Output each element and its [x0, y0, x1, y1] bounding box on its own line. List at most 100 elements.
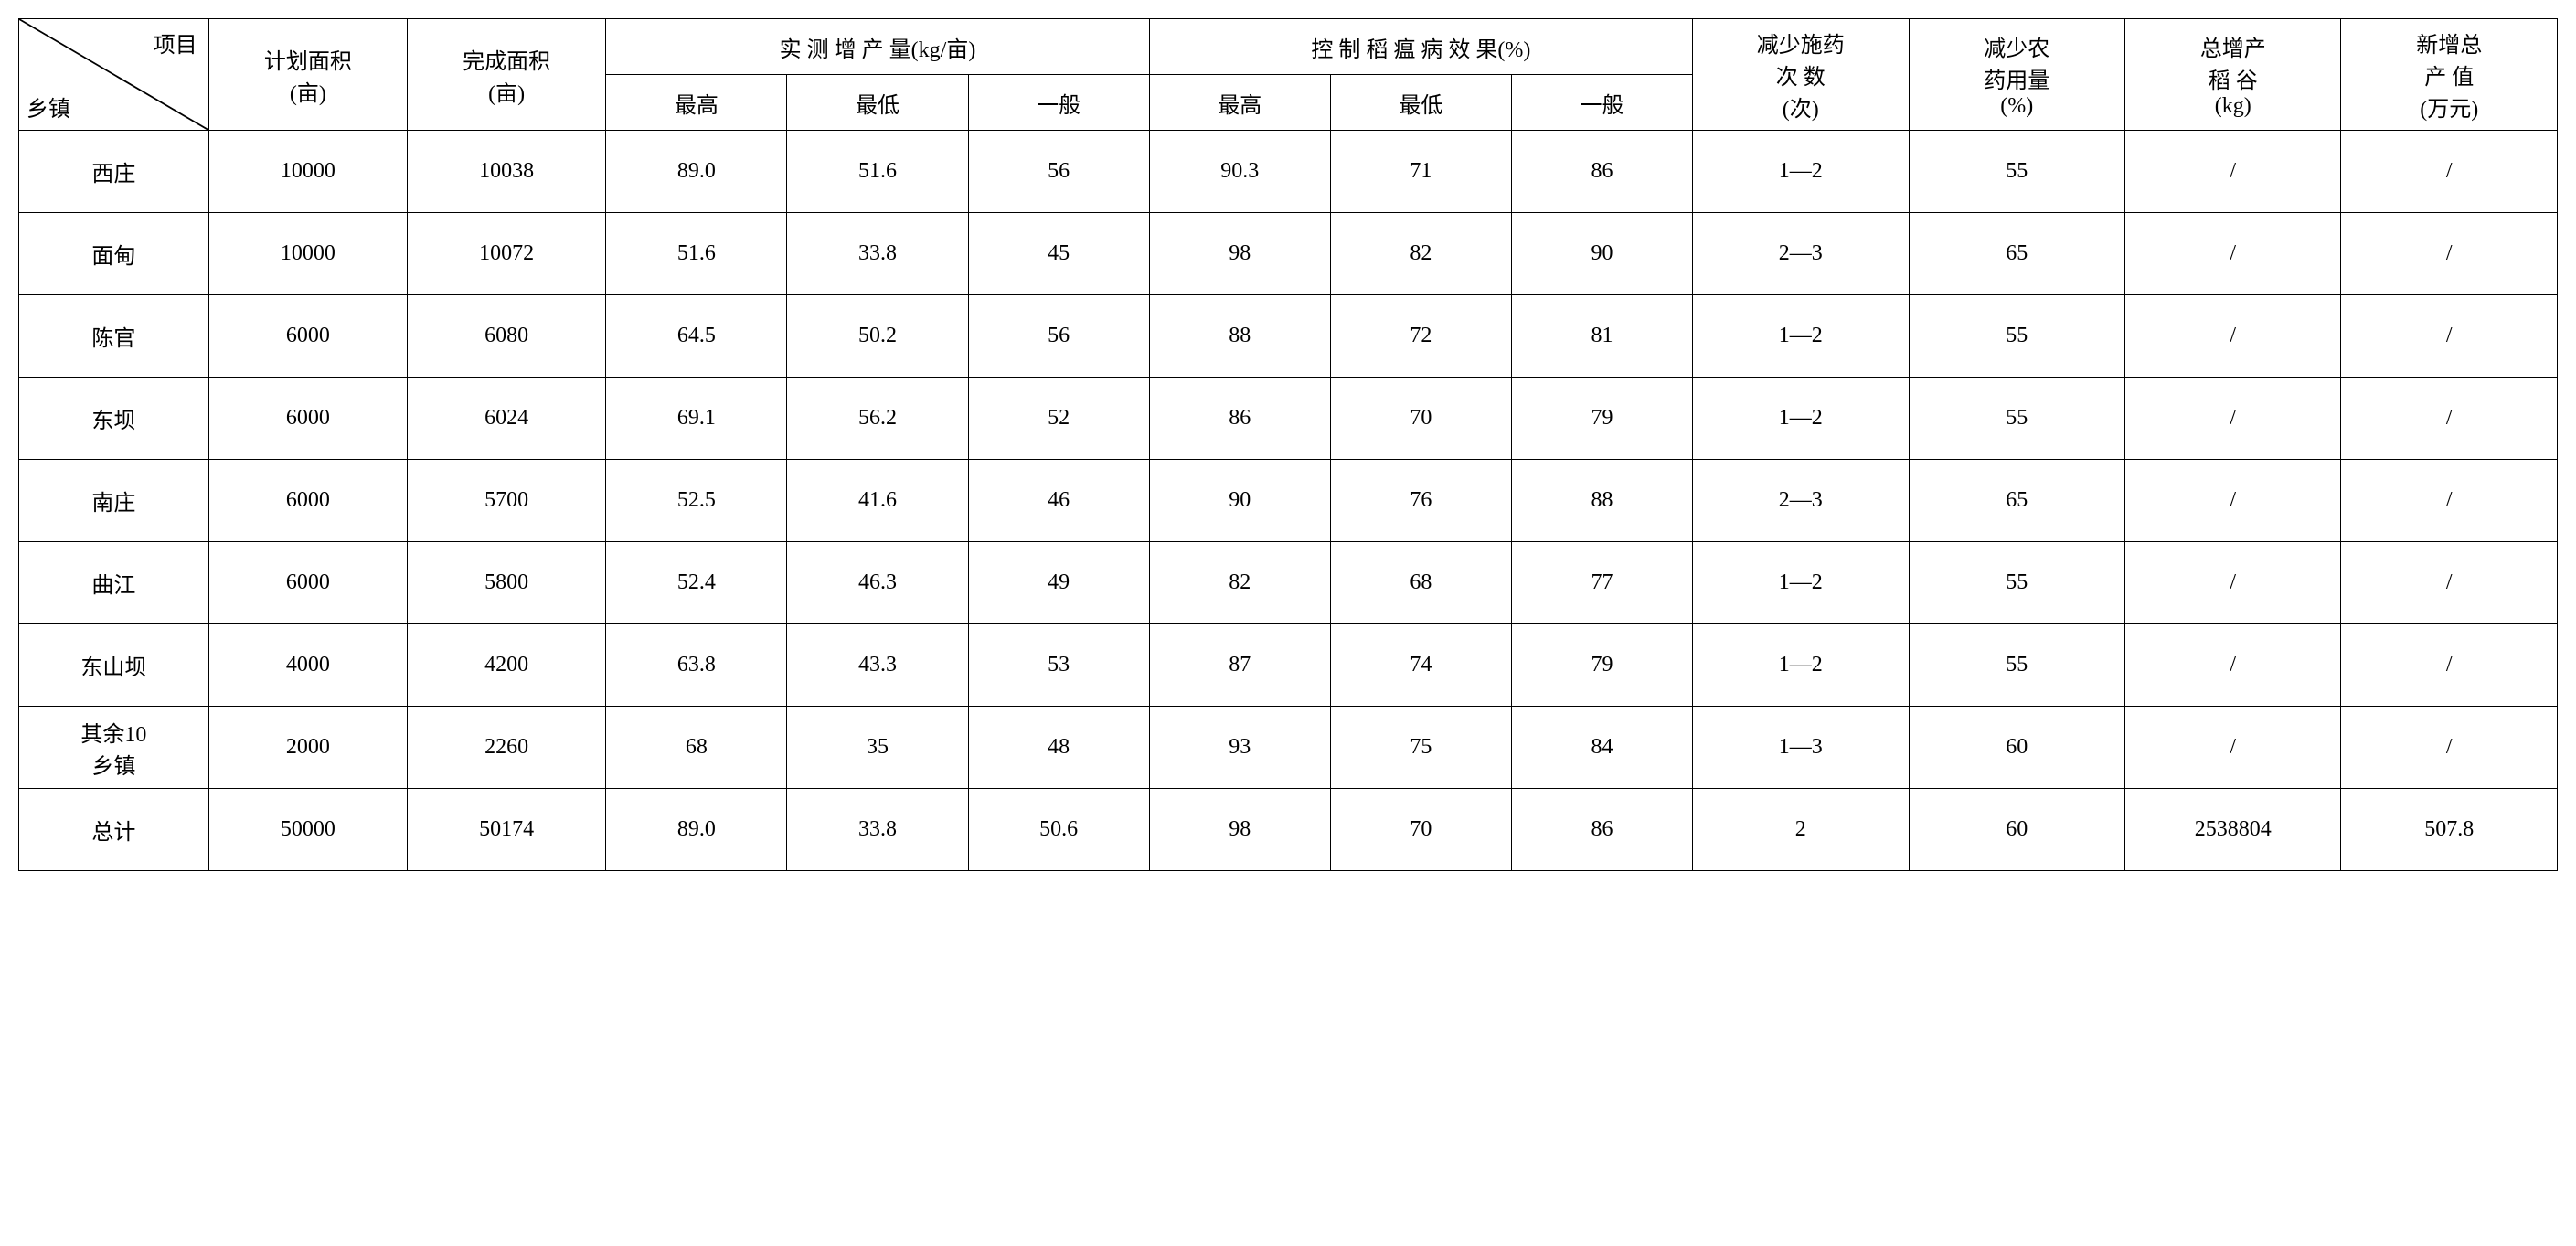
cell-c_max: 90: [1149, 460, 1330, 542]
cell-completed: 10038: [408, 131, 606, 213]
cell-y_norm: 49: [968, 542, 1149, 624]
cell-c_norm: 84: [1511, 707, 1692, 789]
cell-y_max: 89.0: [606, 789, 787, 871]
cell-c_max: 88: [1149, 295, 1330, 378]
cell-town: 东坝: [19, 378, 209, 460]
cell-val: /: [2341, 378, 2558, 460]
cell-y_min: 51.6: [787, 131, 968, 213]
diag-bottom-label: 乡镇: [27, 91, 70, 122]
cell-rice: /: [2124, 295, 2340, 378]
cell-c_max: 90.3: [1149, 131, 1330, 213]
cell-c_norm: 86: [1511, 131, 1692, 213]
cell-pest: 60: [1909, 707, 2124, 789]
cell-y_norm: 56: [968, 295, 1149, 378]
cell-c_max: 98: [1149, 789, 1330, 871]
cell-y_min: 46.3: [787, 542, 968, 624]
cell-rice: /: [2124, 378, 2340, 460]
header-total-rice: 总增产稻 谷(kg): [2124, 19, 2340, 131]
cell-spray: 1—3: [1693, 707, 1909, 789]
cell-pest: 60: [1909, 789, 2124, 871]
table-body: 西庄100001003889.051.65690.371861—255//面甸1…: [19, 131, 2558, 871]
cell-planned: 4000: [208, 624, 407, 707]
header-spray-reduction: 减少施药次 数(次): [1693, 19, 1909, 131]
cell-town: 东山坝: [19, 624, 209, 707]
cell-c_max: 86: [1149, 378, 1330, 460]
cell-town: 其余10乡镇: [19, 707, 209, 789]
cell-pest: 55: [1909, 542, 2124, 624]
cell-c_norm: 79: [1511, 378, 1692, 460]
cell-y_max: 63.8: [606, 624, 787, 707]
table-row: 东山坝4000420063.843.3538774791—255//: [19, 624, 2558, 707]
cell-planned: 6000: [208, 295, 407, 378]
cell-rice: /: [2124, 624, 2340, 707]
cell-c_min: 70: [1330, 789, 1511, 871]
cell-val: /: [2341, 624, 2558, 707]
cell-val: /: [2341, 295, 2558, 378]
cell-c_min: 68: [1330, 542, 1511, 624]
sub-yield-max: 最高: [606, 75, 787, 131]
cell-y_norm: 52: [968, 378, 1149, 460]
cell-c_min: 82: [1330, 213, 1511, 295]
cell-completed: 4200: [408, 624, 606, 707]
cell-town: 南庄: [19, 460, 209, 542]
cell-y_min: 35: [787, 707, 968, 789]
cell-pest: 55: [1909, 624, 2124, 707]
header-completed-area: 完成面积(亩): [408, 19, 606, 131]
header-planned-area: 计划面积(亩): [208, 19, 407, 131]
cell-y_norm: 48: [968, 707, 1149, 789]
cell-planned: 2000: [208, 707, 407, 789]
cell-c_min: 71: [1330, 131, 1511, 213]
cell-y_norm: 53: [968, 624, 1149, 707]
cell-rice: /: [2124, 213, 2340, 295]
cell-y_max: 52.5: [606, 460, 787, 542]
cell-completed: 5800: [408, 542, 606, 624]
cell-c_min: 70: [1330, 378, 1511, 460]
cell-y_max: 51.6: [606, 213, 787, 295]
cell-completed: 5700: [408, 460, 606, 542]
cell-c_norm: 88: [1511, 460, 1692, 542]
cell-planned: 6000: [208, 378, 407, 460]
cell-c_norm: 81: [1511, 295, 1692, 378]
cell-spray: 1—2: [1693, 295, 1909, 378]
cell-y_max: 69.1: [606, 378, 787, 460]
cell-completed: 6080: [408, 295, 606, 378]
cell-c_max: 98: [1149, 213, 1330, 295]
header-yield-increase: 实 测 增 产 量(kg/亩): [606, 19, 1149, 75]
cell-pest: 55: [1909, 131, 2124, 213]
cell-y_max: 64.5: [606, 295, 787, 378]
sub-yield-normal: 一般: [968, 75, 1149, 131]
diagonal-header: 项目 乡镇: [19, 19, 209, 131]
cell-y_min: 50.2: [787, 295, 968, 378]
cell-completed: 10072: [408, 213, 606, 295]
cell-planned: 6000: [208, 460, 407, 542]
cell-rice: 2538804: [2124, 789, 2340, 871]
cell-c_norm: 77: [1511, 542, 1692, 624]
cell-planned: 6000: [208, 542, 407, 624]
diag-top-label: 项目: [154, 27, 197, 59]
cell-c_norm: 86: [1511, 789, 1692, 871]
cell-val: /: [2341, 131, 2558, 213]
table-row: 南庄6000570052.541.6469076882—365//: [19, 460, 2558, 542]
table-row: 西庄100001003889.051.65690.371861—255//: [19, 131, 2558, 213]
cell-rice: /: [2124, 131, 2340, 213]
cell-rice: /: [2124, 542, 2340, 624]
cell-planned: 50000: [208, 789, 407, 871]
table-row: 曲江6000580052.446.3498268771—255//: [19, 542, 2558, 624]
cell-val: /: [2341, 707, 2558, 789]
sub-control-normal: 一般: [1511, 75, 1692, 131]
cell-val: /: [2341, 460, 2558, 542]
cell-rice: /: [2124, 707, 2340, 789]
table-row: 陈官6000608064.550.2568872811—255//: [19, 295, 2558, 378]
cell-town: 西庄: [19, 131, 209, 213]
table-row: 其余10乡镇200022606835489375841—360//: [19, 707, 2558, 789]
cell-val: /: [2341, 542, 2558, 624]
cell-c_max: 87: [1149, 624, 1330, 707]
cell-val: 507.8: [2341, 789, 2558, 871]
cell-completed: 50174: [408, 789, 606, 871]
table-row: 东坝6000602469.156.2528670791—255//: [19, 378, 2558, 460]
header-disease-control: 控 制 稻 瘟 病 效 果(%): [1149, 19, 1692, 75]
cell-spray: 1—2: [1693, 131, 1909, 213]
sub-yield-min: 最低: [787, 75, 968, 131]
cell-y_min: 41.6: [787, 460, 968, 542]
cell-spray: 1—2: [1693, 542, 1909, 624]
